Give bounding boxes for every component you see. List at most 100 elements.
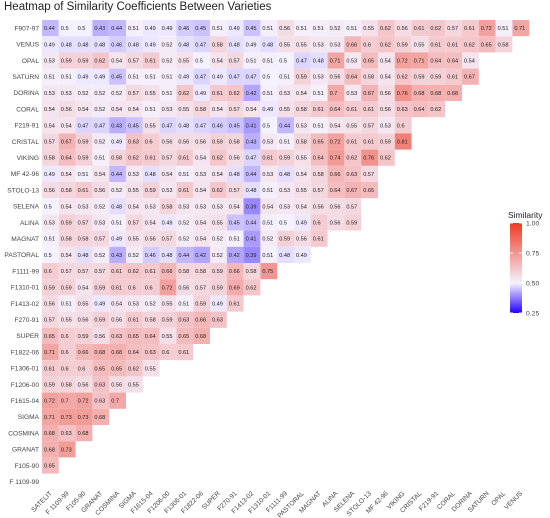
cell-value-label: 0.57 bbox=[128, 59, 139, 65]
cell-value-label: 0.45 bbox=[229, 221, 240, 227]
heatmap-cell bbox=[193, 133, 210, 150]
cell-value-label: 0.6 bbox=[44, 269, 52, 275]
heatmap-cell bbox=[294, 84, 311, 101]
heatmap-cell bbox=[495, 36, 513, 53]
cell-value-label: 0.65 bbox=[94, 366, 105, 372]
cell-value-label: 0.6 bbox=[313, 221, 321, 227]
cell-value-label: 0.52 bbox=[111, 188, 122, 194]
heatmap-cell bbox=[92, 214, 110, 231]
heatmap-cell bbox=[75, 360, 93, 377]
heatmap-cell bbox=[495, 20, 513, 37]
cell-value-label: 0.59 bbox=[44, 285, 55, 291]
heatmap-cell bbox=[42, 295, 59, 312]
heatmap-cell bbox=[58, 117, 76, 134]
heatmap-cell bbox=[42, 182, 59, 199]
cell-value-label: 0.62 bbox=[380, 156, 391, 162]
heatmap-cell bbox=[277, 36, 294, 53]
heatmap-cell bbox=[58, 344, 76, 361]
cell-value-label: 0.61 bbox=[78, 188, 89, 194]
row-label: F1413-02 bbox=[11, 301, 40, 308]
cell-value-label: 0.59 bbox=[61, 285, 72, 291]
cell-value-label: 0.59 bbox=[78, 59, 89, 65]
heatmap-cell bbox=[210, 165, 227, 182]
heatmap-cell bbox=[243, 133, 261, 150]
cell-value-label: 0.48 bbox=[229, 42, 240, 48]
heatmap-cell bbox=[159, 101, 177, 118]
heatmap-cell bbox=[176, 344, 194, 361]
heatmap-cell bbox=[344, 214, 362, 231]
cell-value-label: 0.61 bbox=[313, 237, 324, 243]
heatmap-cell bbox=[378, 117, 395, 134]
heatmap-cell bbox=[92, 182, 110, 199]
heatmap-cell bbox=[126, 165, 143, 182]
legend-colorbar bbox=[510, 223, 522, 313]
heatmap-cell bbox=[42, 101, 59, 118]
cell-value-label: 0.55 bbox=[363, 26, 374, 32]
heatmap-cell bbox=[193, 214, 210, 231]
heatmap-cell bbox=[126, 149, 143, 166]
cell-value-label: 0.68 bbox=[78, 431, 89, 437]
heatmap-cell bbox=[109, 133, 126, 150]
heatmap-cell bbox=[75, 117, 93, 134]
heatmap-cell bbox=[294, 198, 311, 215]
cell-value-label: 0.56 bbox=[78, 383, 89, 389]
cell-value-label: 0.57 bbox=[447, 26, 458, 32]
heatmap-cell bbox=[210, 230, 227, 247]
cell-value-label: 0.52 bbox=[162, 42, 173, 48]
heatmap-cell bbox=[277, 68, 294, 85]
heatmap-cell bbox=[361, 20, 378, 37]
cell-value-label: 0.49 bbox=[44, 42, 55, 48]
heatmap-cell bbox=[159, 165, 177, 182]
cell-value-label: 0.53 bbox=[262, 172, 273, 178]
cell-value-label: 0.58 bbox=[313, 172, 324, 178]
heatmap-cell bbox=[42, 344, 59, 361]
cell-value-label: 0.54 bbox=[195, 221, 206, 227]
cell-value-label: 0.72 bbox=[44, 399, 55, 405]
cell-value-label: 0.7 bbox=[111, 399, 119, 405]
cell-value-label: 0.57 bbox=[128, 221, 139, 227]
heatmap-cell bbox=[92, 133, 110, 150]
cell-value-label: 0.57 bbox=[44, 318, 55, 324]
heatmap-cell bbox=[159, 198, 177, 215]
heatmap-cell bbox=[378, 20, 395, 37]
cell-value-label: 0.53 bbox=[212, 204, 223, 210]
heatmap-cell bbox=[142, 117, 160, 134]
heatmap-cell bbox=[58, 198, 76, 215]
cell-value-label: 0.54 bbox=[162, 172, 173, 178]
heatmap-cell bbox=[109, 101, 126, 118]
heatmap-cell bbox=[142, 214, 160, 231]
cell-value-label: 0.57 bbox=[363, 172, 374, 178]
heatmap-cell bbox=[109, 360, 126, 377]
heatmap-cell bbox=[327, 36, 345, 53]
cell-value-label: 0.67 bbox=[346, 188, 357, 194]
heatmap-cell bbox=[176, 68, 194, 85]
heatmap-cell bbox=[75, 230, 93, 247]
cell-value-label: 0.63 bbox=[397, 107, 408, 113]
cell-value-label: 0.67 bbox=[363, 91, 374, 97]
heatmap-cell bbox=[92, 230, 110, 247]
cell-value-label: 0.55 bbox=[279, 42, 290, 48]
heatmap-cell bbox=[126, 117, 143, 134]
cell-value-label: 0.53 bbox=[195, 172, 206, 178]
cell-value-label: 0.51 bbox=[262, 188, 273, 194]
cell-value-label: 0.74 bbox=[330, 156, 341, 162]
heatmap-cell bbox=[327, 101, 345, 118]
cell-value-label: 0.68 bbox=[447, 91, 458, 97]
cell-value-label: 0.64 bbox=[430, 59, 441, 65]
cell-value-label: 0.45 bbox=[111, 75, 122, 81]
cell-value-label: 0.51 bbox=[61, 302, 72, 308]
cell-value-label: 0.68 bbox=[430, 91, 441, 97]
heatmap-cell bbox=[75, 408, 93, 425]
heatmap-cell bbox=[327, 214, 345, 231]
cell-value-label: 0.47 bbox=[78, 123, 89, 129]
heatmap-cell bbox=[42, 327, 59, 344]
cell-value-label: 0.63 bbox=[212, 318, 223, 324]
cell-value-label: 0.61 bbox=[128, 318, 139, 324]
heatmap-cell bbox=[277, 20, 294, 37]
cell-value-label: 0.63 bbox=[94, 383, 105, 389]
heatmap-cell bbox=[260, 84, 278, 101]
heatmap-cell bbox=[176, 327, 194, 344]
cell-value-label: 0.54 bbox=[111, 302, 122, 308]
heatmap-cell bbox=[260, 198, 278, 215]
